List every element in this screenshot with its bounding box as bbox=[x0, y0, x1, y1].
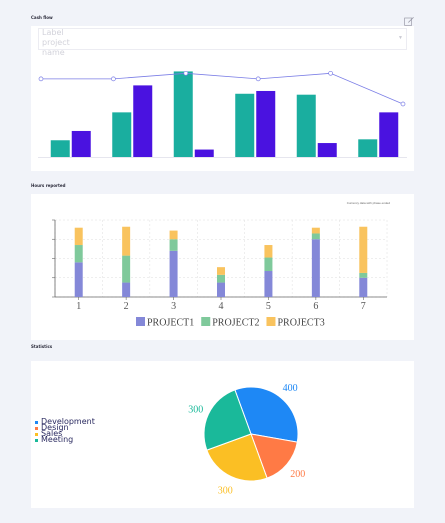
hours-note: Currency data with phase ended bbox=[346, 201, 390, 205]
pie-slice-design bbox=[250, 433, 298, 479]
legend-item-sales: Sales bbox=[35, 429, 63, 438]
bar-project1-4 bbox=[217, 282, 225, 297]
x-tick-label-5: 5 bbox=[266, 301, 271, 312]
bar-project1-2 bbox=[122, 282, 131, 297]
bar-s1-2 bbox=[112, 112, 132, 157]
bar-s2-1 bbox=[71, 130, 91, 157]
pie-label-sales: 300 bbox=[218, 485, 233, 496]
bar-project2-2 bbox=[122, 255, 131, 283]
x-tick-label-7: 7 bbox=[361, 301, 366, 312]
statistics-card: Development Design Sales Meeting 400 200 300 3… bbox=[31, 361, 414, 508]
bar-s2-6 bbox=[379, 112, 399, 157]
line-point-6 bbox=[400, 101, 406, 107]
bar-s1-5 bbox=[296, 94, 316, 157]
bar-s2-5 bbox=[317, 143, 337, 157]
x-tick-label-1: 1 bbox=[76, 301, 81, 312]
bar-project2-3 bbox=[169, 239, 178, 251]
bar-project1-6 bbox=[311, 239, 320, 297]
pie-label-meeting: 300 bbox=[188, 404, 203, 415]
legend-item-meeting: Meeting bbox=[35, 435, 74, 444]
bar-project3-1 bbox=[74, 227, 83, 246]
edit-icon[interactable] bbox=[404, 16, 414, 26]
legend-swatch-sales bbox=[35, 432, 38, 436]
legend-label-meeting: Meeting bbox=[41, 435, 74, 444]
select-label: Label bbox=[42, 28, 64, 37]
bar-project1-3 bbox=[169, 250, 178, 297]
legend-swatch-project2 bbox=[201, 317, 211, 326]
x-tick-label-2: 2 bbox=[124, 301, 129, 312]
line-point-5 bbox=[328, 70, 333, 76]
legend-swatch-project1 bbox=[136, 317, 145, 326]
bar-project3-5 bbox=[264, 245, 273, 258]
pie-label-design: 200 bbox=[290, 469, 305, 480]
bar-project2-4 bbox=[217, 274, 225, 283]
bar-s1-3 bbox=[173, 71, 193, 157]
bar-s1-6 bbox=[358, 139, 378, 157]
line-point-2 bbox=[111, 76, 116, 82]
cash-flow-chart bbox=[38, 70, 407, 158]
bar-project1-7 bbox=[359, 277, 368, 297]
bar-project2-7 bbox=[359, 272, 368, 278]
pie-chart: 400 200 300 300 bbox=[188, 383, 305, 496]
x-tick-label-4: 4 bbox=[219, 301, 224, 312]
legend-label-development: Development bbox=[41, 417, 95, 426]
cash-line bbox=[41, 72, 404, 105]
legend-label-sales: Sales bbox=[41, 429, 63, 438]
bar-project3-2 bbox=[122, 226, 131, 256]
chevron-down-icon[interactable]: ▼ bbox=[398, 35, 403, 41]
bar-project3-7 bbox=[359, 226, 368, 273]
statistics-title: Statistics bbox=[31, 344, 53, 349]
legend-swatch-development bbox=[35, 420, 38, 424]
pie-label-development: 400 bbox=[283, 383, 298, 394]
line-point-4 bbox=[255, 76, 261, 82]
pie-slice-meeting bbox=[203, 389, 252, 451]
hours-title: Hours reported bbox=[31, 183, 66, 188]
bar-project3-6 bbox=[311, 227, 320, 234]
cash-flow-title: Cash flow bbox=[31, 15, 53, 20]
legend-item-design: Design bbox=[35, 423, 69, 432]
bar-project3-3 bbox=[169, 230, 178, 240]
line-point-3 bbox=[183, 70, 189, 76]
line-point-1 bbox=[38, 76, 44, 82]
bar-project2-5 bbox=[264, 257, 273, 272]
bar-project3-4 bbox=[217, 267, 225, 275]
legend-label-project3: PROJECT3 bbox=[277, 318, 324, 329]
legend-swatch-meeting bbox=[35, 438, 38, 442]
bar-s2-2 bbox=[133, 85, 153, 157]
x-tick-label-3: 3 bbox=[171, 301, 176, 312]
bar-project1-1 bbox=[74, 262, 83, 297]
hours-chart: 1 2 3 4 5 6 7 PROJECT1 PROJECT2 PROJECT3 bbox=[52, 219, 388, 329]
bar-project2-6 bbox=[311, 233, 320, 240]
select-option-project[interactable]: project bbox=[42, 38, 70, 47]
pie-slice-sales bbox=[206, 433, 268, 482]
pie-slice-development bbox=[234, 386, 299, 443]
legend-swatch-project3 bbox=[266, 317, 276, 326]
legend-label-project1: PROJECT1 bbox=[147, 318, 194, 329]
bar-s2-3 bbox=[194, 149, 214, 157]
bar-s2-4 bbox=[256, 90, 276, 157]
legend-swatch-design bbox=[35, 426, 38, 430]
bar-s1-4 bbox=[235, 93, 255, 157]
x-tick-label-6: 6 bbox=[313, 301, 318, 312]
project-select[interactable]: Label project name ▼ bbox=[38, 28, 407, 57]
cash-flow-card: Label project name ▼ bbox=[31, 26, 414, 171]
bar-s1-1 bbox=[50, 140, 70, 157]
hours-card: Currency data with phase ended 1 2 3 4 5 6 7 PR… bbox=[31, 194, 414, 340]
legend-label-project2: PROJECT2 bbox=[212, 318, 259, 329]
pie-legend: Development Design Sales Meeting bbox=[35, 417, 115, 449]
legend-item-development: Development bbox=[35, 417, 95, 426]
bar-project1-5 bbox=[264, 271, 273, 297]
legend-label-design: Design bbox=[41, 423, 69, 432]
select-option-name[interactable]: name bbox=[42, 48, 65, 57]
bar-project2-1 bbox=[74, 245, 83, 263]
